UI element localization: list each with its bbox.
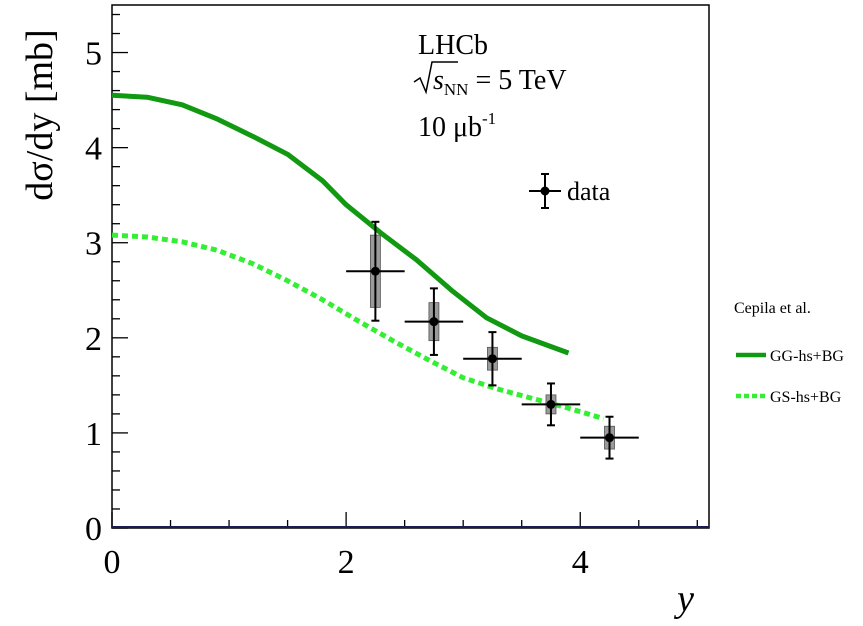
x-tick-label: 4 — [572, 544, 589, 581]
y-tick-label: 1 — [85, 416, 102, 453]
legend-gg-label: GG-hs+BG — [770, 348, 844, 365]
y-tick-label: 2 — [85, 321, 102, 358]
y-tick-label: 0 — [85, 511, 102, 548]
legend-header: Cepila et al. — [734, 300, 811, 317]
y-axis-label: dσ/dy [mb] — [19, 29, 61, 200]
data-point — [546, 399, 556, 409]
experiment-annotation: LHCb sNN = 5 TeV 10 μb-1 — [413, 30, 567, 143]
lumi-label: 10 μb-1 — [418, 109, 496, 143]
data-point — [429, 317, 439, 327]
model-curves — [111, 92, 605, 421]
legend-data-marker — [540, 186, 550, 196]
axis-tick-labels: 0 2 4 0 1 2 3 4 5 — [85, 36, 589, 581]
data-point — [370, 266, 380, 276]
data-points — [346, 220, 639, 460]
lumi-superscript: -1 — [482, 109, 496, 128]
x-tick-label: 2 — [338, 544, 355, 581]
energy-value: = 5 TeV — [468, 65, 566, 96]
energy-subscript: NN — [444, 80, 469, 99]
legend-data-label: data — [567, 177, 611, 206]
legend-data: data — [529, 173, 611, 209]
legend-models: Cepila et al. GG-hs+BG GS-hs+BG — [734, 300, 844, 406]
x-tick-label: 0 — [104, 544, 121, 581]
legend-gs-label: GS-hs+BG — [770, 389, 842, 406]
experiment-label: LHCb — [418, 30, 488, 61]
energy-sqrt-var: s — [433, 65, 444, 96]
x-axis-label: y — [673, 578, 694, 620]
y-tick-label: 4 — [85, 131, 102, 168]
data-point — [605, 433, 614, 443]
energy-label: sNN = 5 TeV — [433, 65, 567, 99]
y-tick-label: 5 — [85, 36, 102, 73]
plot-frame — [111, 4, 710, 529]
curve-gs-hs-bg — [111, 232, 605, 421]
lumi-value: 10 μb — [418, 112, 482, 143]
curve-gg-hs-bg — [111, 92, 570, 356]
sqrt-sign — [413, 61, 458, 95]
y-tick-label: 3 — [85, 226, 102, 263]
data-point — [487, 354, 497, 364]
